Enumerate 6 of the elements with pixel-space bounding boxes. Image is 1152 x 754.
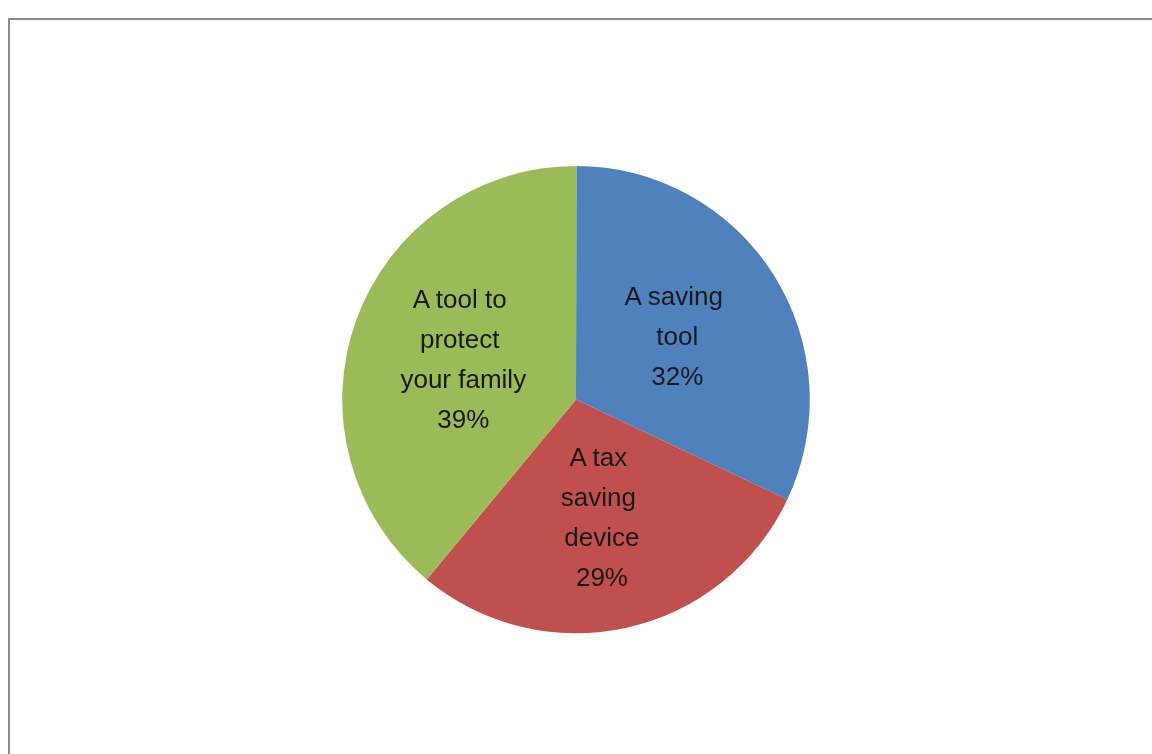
data-label: 32% xyxy=(651,360,704,391)
slice-label: A tool to protect your family xyxy=(400,283,527,394)
slice-label: A saving tool xyxy=(624,280,731,351)
data-label: 29% xyxy=(575,561,628,592)
slice-label: A tax saving device xyxy=(560,441,644,552)
data-label: 39% xyxy=(437,403,490,434)
